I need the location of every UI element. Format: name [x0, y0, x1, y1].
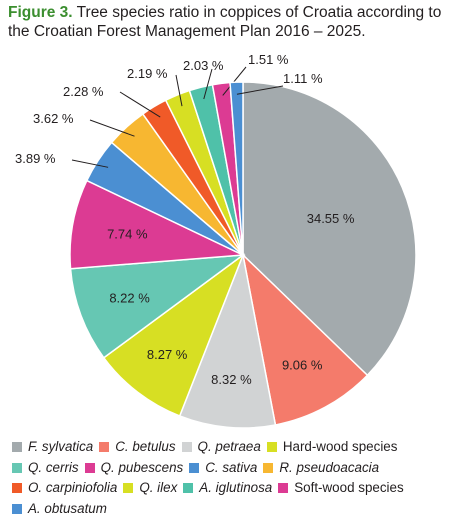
legend-label: Q. ilex — [139, 480, 178, 496]
legend-label: A. iglutinosa — [199, 480, 273, 496]
pie-slice-hard-wood-species — [102, 252, 245, 417]
legend-swatch — [183, 483, 194, 494]
legend-swatch — [84, 462, 95, 473]
legend-item: Q. pubescens — [84, 458, 184, 479]
legend-swatch — [12, 504, 22, 515]
slice-value-label: 34.55 % — [307, 211, 355, 226]
pie-slice-c-betulus — [241, 252, 369, 426]
slice-value-label: 3.89 % — [15, 151, 56, 166]
slice-value-label: 2.03 % — [183, 58, 224, 73]
legend-item: Q. ilex — [123, 478, 177, 499]
figure-caption: Figure 3. Tree species ratio in coppices… — [8, 3, 460, 41]
leader-line — [203, 68, 213, 100]
slice-value-label: 8.27 % — [147, 347, 188, 362]
slice-value-label: 1.51 % — [248, 52, 289, 67]
legend-label: A. obtusatum — [28, 501, 107, 517]
legend-label: F. sylvatica — [28, 439, 94, 454]
pie-slice-f-sylvatica — [242, 81, 417, 377]
legend-swatch — [263, 462, 274, 473]
slice-value-label: 3.62 % — [33, 111, 74, 126]
leader-line — [236, 85, 284, 95]
figure-label: Figure 3. — [8, 4, 73, 21]
legend-swatch — [266, 442, 277, 452]
slice-value-label: 1.11 % — [283, 71, 323, 86]
chart-legend: F. sylvatica C. betulus Q. petraea Hard-woo… — [12, 437, 462, 520]
legend-item: A. iglutinosa — [183, 478, 272, 499]
slice-value-label: 2.28 % — [63, 84, 104, 99]
legend-label: Q. cerris — [28, 459, 79, 475]
leader-line — [222, 66, 247, 96]
legend-label: C. sativa — [205, 459, 258, 475]
legend-item: C. betulus — [99, 437, 176, 458]
pie-slice-q-pubescens — [69, 179, 246, 270]
legend-label: Soft-wood species — [294, 480, 404, 496]
legend-label: R. pseudoacacia — [279, 459, 380, 475]
slice-value-label: 7.74 % — [107, 227, 148, 242]
leader-line — [119, 91, 161, 118]
legend-item: Q. cerris — [12, 458, 79, 479]
leader-line — [71, 159, 109, 168]
caption-text: Tree species ratio in coppices of Croati… — [8, 4, 442, 40]
legend-label: Hard-wood species — [282, 439, 398, 454]
slice-value-label: 9.06 % — [282, 358, 323, 373]
legend-swatch — [12, 483, 22, 494]
legend-item: C. sativa — [189, 458, 257, 479]
legend-label: Q. petraea — [197, 439, 261, 454]
legend-swatch — [12, 462, 22, 473]
legend-swatch — [278, 483, 289, 494]
legend-item: R. pseudoacacia — [263, 458, 379, 479]
legend-label: Q. pubescens — [100, 459, 184, 475]
legend-item: Hard-wood species — [266, 437, 398, 458]
leader-line — [175, 74, 183, 107]
slice-value-label: 8.22 % — [109, 290, 150, 305]
legend-swatch — [99, 442, 110, 452]
legend-item: Soft-wood species — [278, 478, 404, 499]
slice-value-label: 8.32 % — [211, 372, 252, 387]
leader-line — [89, 119, 135, 137]
legend-label: C. betulus — [115, 439, 176, 454]
legend-item: O. carpiniofolia — [12, 478, 117, 499]
legend-swatch — [189, 462, 200, 473]
legend-swatch — [123, 483, 134, 494]
legend-item: A. obtusatum — [12, 499, 107, 520]
legend-item: F. sylvatica — [12, 437, 93, 458]
legend-swatch — [12, 442, 22, 452]
pie-slice-q-cerris — [69, 254, 246, 359]
pie-slice-q-petraea — [178, 252, 277, 429]
slice-value-label: 2.19 % — [127, 66, 168, 81]
pie-slice-a-obtusatum — [229, 81, 244, 256]
legend-label: O. carpiniofolia — [28, 480, 118, 496]
legend-swatch — [181, 442, 192, 452]
legend-item: Q. petraea — [181, 437, 261, 458]
pie-chart: 34.55 % 9.06 % 8.32 % 8.27 % 8.22 % 7.74 % 3.8… — [15, 52, 417, 429]
